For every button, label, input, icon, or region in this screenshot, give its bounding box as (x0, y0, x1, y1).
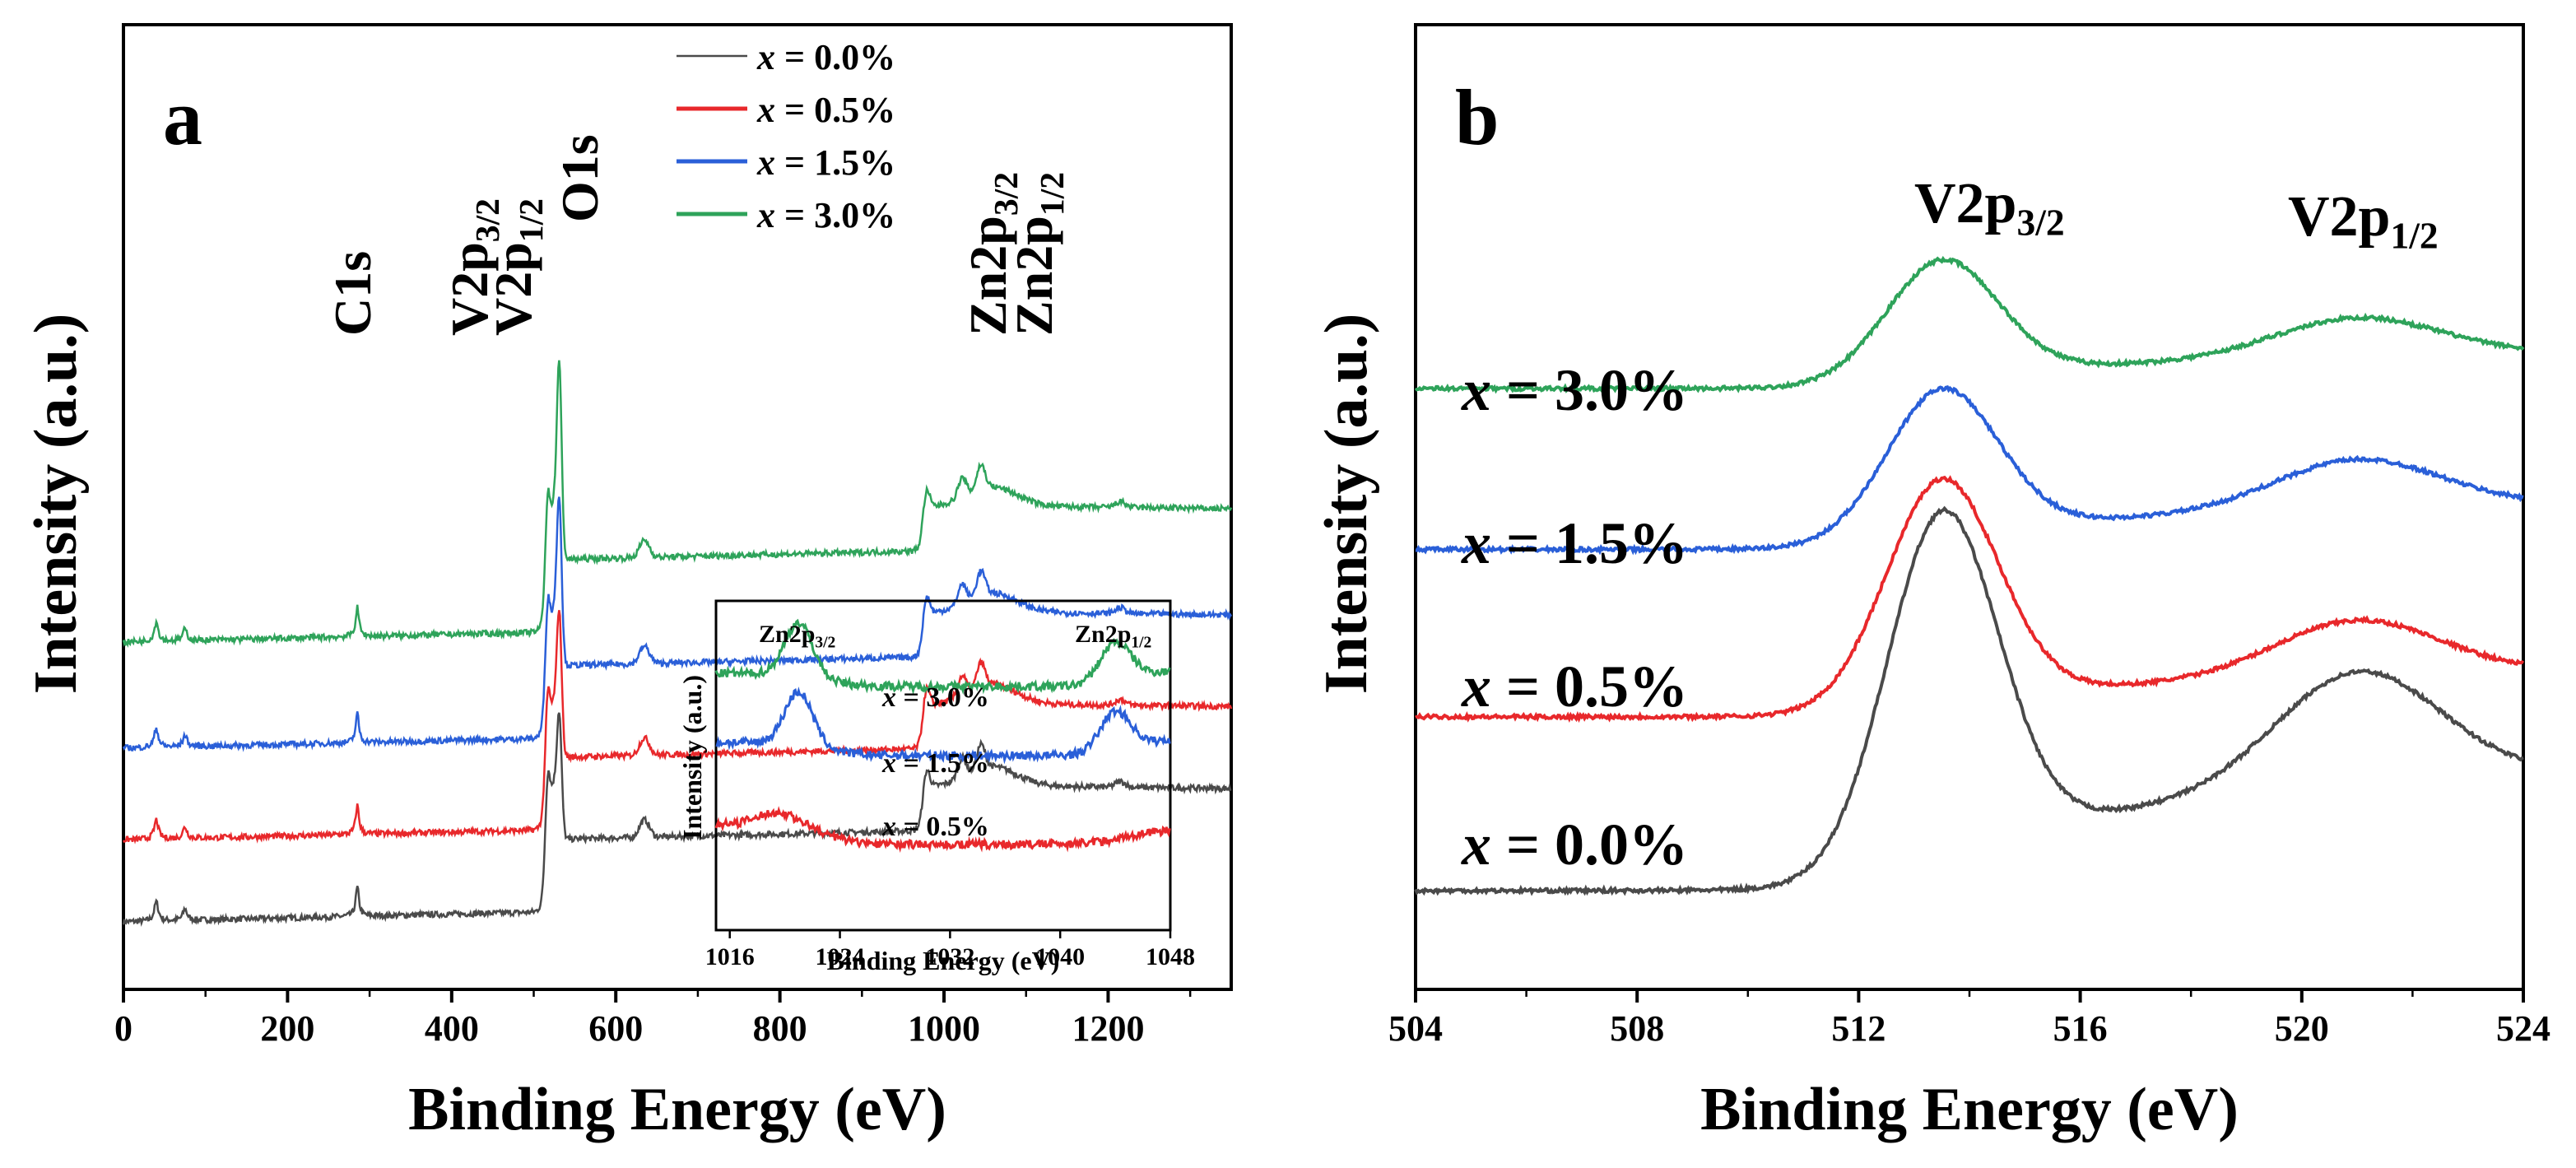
inset-labels: Zn2p3/2 Zn2p1/2 x = 3.0% x = 1.5% x = 0.5% (759, 621, 1151, 842)
legend-label-2: x = 1.5% (756, 142, 895, 183)
a-xtick-label-4: 800 (753, 1008, 807, 1049)
annot-v2p32: V2p3/2 (440, 198, 506, 336)
inset-xtick-label-4: 1048 (1146, 943, 1195, 970)
annot-c1s: C1s (323, 251, 382, 336)
b-series-line-2 (1415, 384, 2524, 556)
a-series-line-1 (122, 610, 1233, 845)
panel-a: a Intensity (a.u.) Binding Energy (eV) 0… (22, 23, 1233, 1143)
a-series-line-0 (122, 712, 1232, 927)
panel-a-series (122, 360, 1233, 927)
panel-a-xlabel: Binding Energy (eV) (408, 1076, 946, 1143)
inset-frame (714, 599, 1172, 932)
inset-series-label-1: x = 1.5% (881, 748, 989, 779)
panel-a-xticks: 0 200 400 600 800 1000 1200 (114, 989, 1192, 1049)
legend-label-0: x = 0.0% (756, 37, 895, 77)
legend-label-1: x = 0.5% (756, 90, 895, 130)
b-xtick-label-2: 512 (1831, 1008, 1886, 1049)
panel-b-series (1414, 255, 2525, 896)
panel-b-letter: b (1455, 73, 1499, 161)
inset-peak-zn2p12: Zn2p1/2 (1075, 621, 1151, 652)
b-series-line-3 (1414, 255, 2525, 394)
b-series-line-1 (1415, 475, 2525, 724)
inset-ylabel: Intensity (a.u.) (677, 675, 707, 840)
inset-xtick-label-3: 1040 (1035, 943, 1085, 970)
a-xtick-label-2: 400 (425, 1008, 479, 1049)
b-xtick-label-1: 508 (1610, 1008, 1664, 1049)
b-peak-v2p32: V2p3/2 (1914, 172, 2065, 243)
a-xtick-label-6: 1200 (1072, 1008, 1144, 1049)
a-series-line-2 (122, 496, 1233, 752)
panel-a-letter: a (163, 73, 202, 161)
a-xtick-label-5: 1000 (908, 1008, 980, 1049)
b-xtick-label-4: 520 (2275, 1008, 2329, 1049)
annot-v2p12: V2p1/2 (484, 198, 550, 336)
panel-b-xlabel: Binding Energy (eV) (1700, 1076, 2239, 1143)
inset-xtick-label-2: 1032 (925, 943, 974, 970)
b-xtick-label-5: 524 (2496, 1008, 2550, 1049)
b-xtick-label-3: 516 (2053, 1008, 2108, 1049)
panel-b: b Intensity (a.u.) Binding Energy (eV) 5… (1313, 23, 2550, 1143)
a-xtick-label-1: 200 (260, 1008, 314, 1049)
a-xtick-label-0: 0 (114, 1008, 133, 1049)
inset-series-label-0: x = 3.0% (881, 682, 989, 713)
panel-a-frame (122, 23, 1233, 991)
inset-series-line-1 (715, 686, 1171, 765)
inset-series-label-2: x = 0.5% (881, 812, 989, 842)
b-series-label-0: x = 0.0% (1461, 812, 1688, 877)
b-series-line-0 (1414, 505, 2524, 896)
panel-a-ylabel: Intensity (a.u.) (22, 314, 90, 695)
panel-b-ylabel: Intensity (a.u.) (1313, 314, 1380, 695)
panel-b-xticks: 504 508 512 516 520 524 (1388, 989, 2550, 1049)
b-xtick-label-0: 504 (1388, 1008, 1443, 1049)
panel-a-legend: x = 0.0% x = 0.5% x = 1.5% x = 3.0% (677, 37, 895, 235)
annot-zn2p32: Zn2p3/2 (959, 172, 1025, 336)
inset-series (714, 618, 1171, 854)
inset-series-line-0 (714, 618, 1171, 696)
panel-b-labels: V2p3/2 V2p1/2 x = 0.0% x = 0.5% x = 1.5% x = … (1461, 172, 2439, 877)
annot-o1s: O1s (551, 134, 609, 222)
a-xtick-label-3: 600 (588, 1008, 643, 1049)
inset-xlabel: Binding Energy (eV) (827, 946, 1060, 975)
inset-peak-zn2p32: Zn2p3/2 (759, 621, 835, 652)
a-series-line-3 (122, 360, 1233, 648)
inset-xticks: 1016 1024 1032 1040 1048 (705, 930, 1195, 970)
b-series-label-2: x = 1.5% (1461, 510, 1688, 576)
annot-zn2p12: Zn2p1/2 (1005, 172, 1071, 336)
inset-series-line-2 (714, 806, 1171, 854)
b-series-label-3: x = 3.0% (1461, 357, 1688, 423)
panel-a-inset: Intensity (a.u.) Binding Energy (eV) 101… (677, 599, 1195, 975)
inset-xtick-label-1: 1024 (816, 943, 865, 970)
inset-xtick-label-0: 1016 (705, 943, 755, 970)
legend-label-3: x = 3.0% (756, 195, 895, 235)
b-series-label-1: x = 0.5% (1461, 654, 1688, 719)
b-peak-v2p12: V2p1/2 (2288, 185, 2439, 256)
